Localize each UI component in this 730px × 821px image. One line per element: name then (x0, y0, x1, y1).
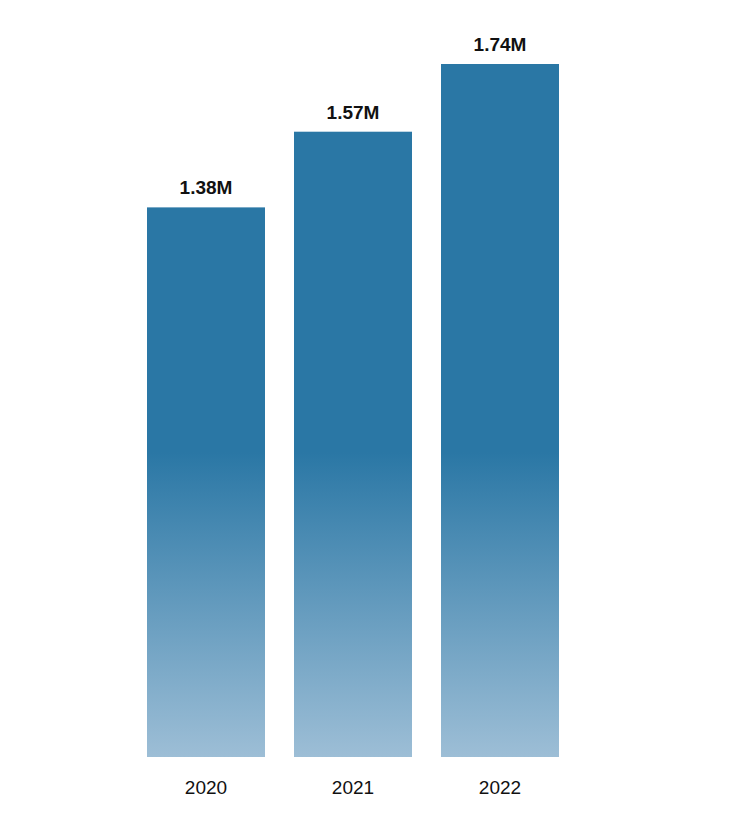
data-label: 1.74M (474, 34, 527, 55)
bar (147, 207, 265, 757)
data-label: 1.38M (180, 177, 233, 198)
bar (441, 64, 559, 757)
bar (294, 132, 412, 757)
x-tick-label: 2021 (332, 777, 374, 798)
chart: 1.38M 2020 1.57M 2021 1.74M 2022 (0, 0, 730, 821)
x-tick-label: 2020 (185, 777, 227, 798)
x-tick-label: 2022 (479, 777, 521, 798)
data-label: 1.57M (327, 102, 380, 123)
bars (147, 64, 559, 757)
labels: 1.38M 2020 1.57M 2021 1.74M 2022 (180, 34, 527, 798)
